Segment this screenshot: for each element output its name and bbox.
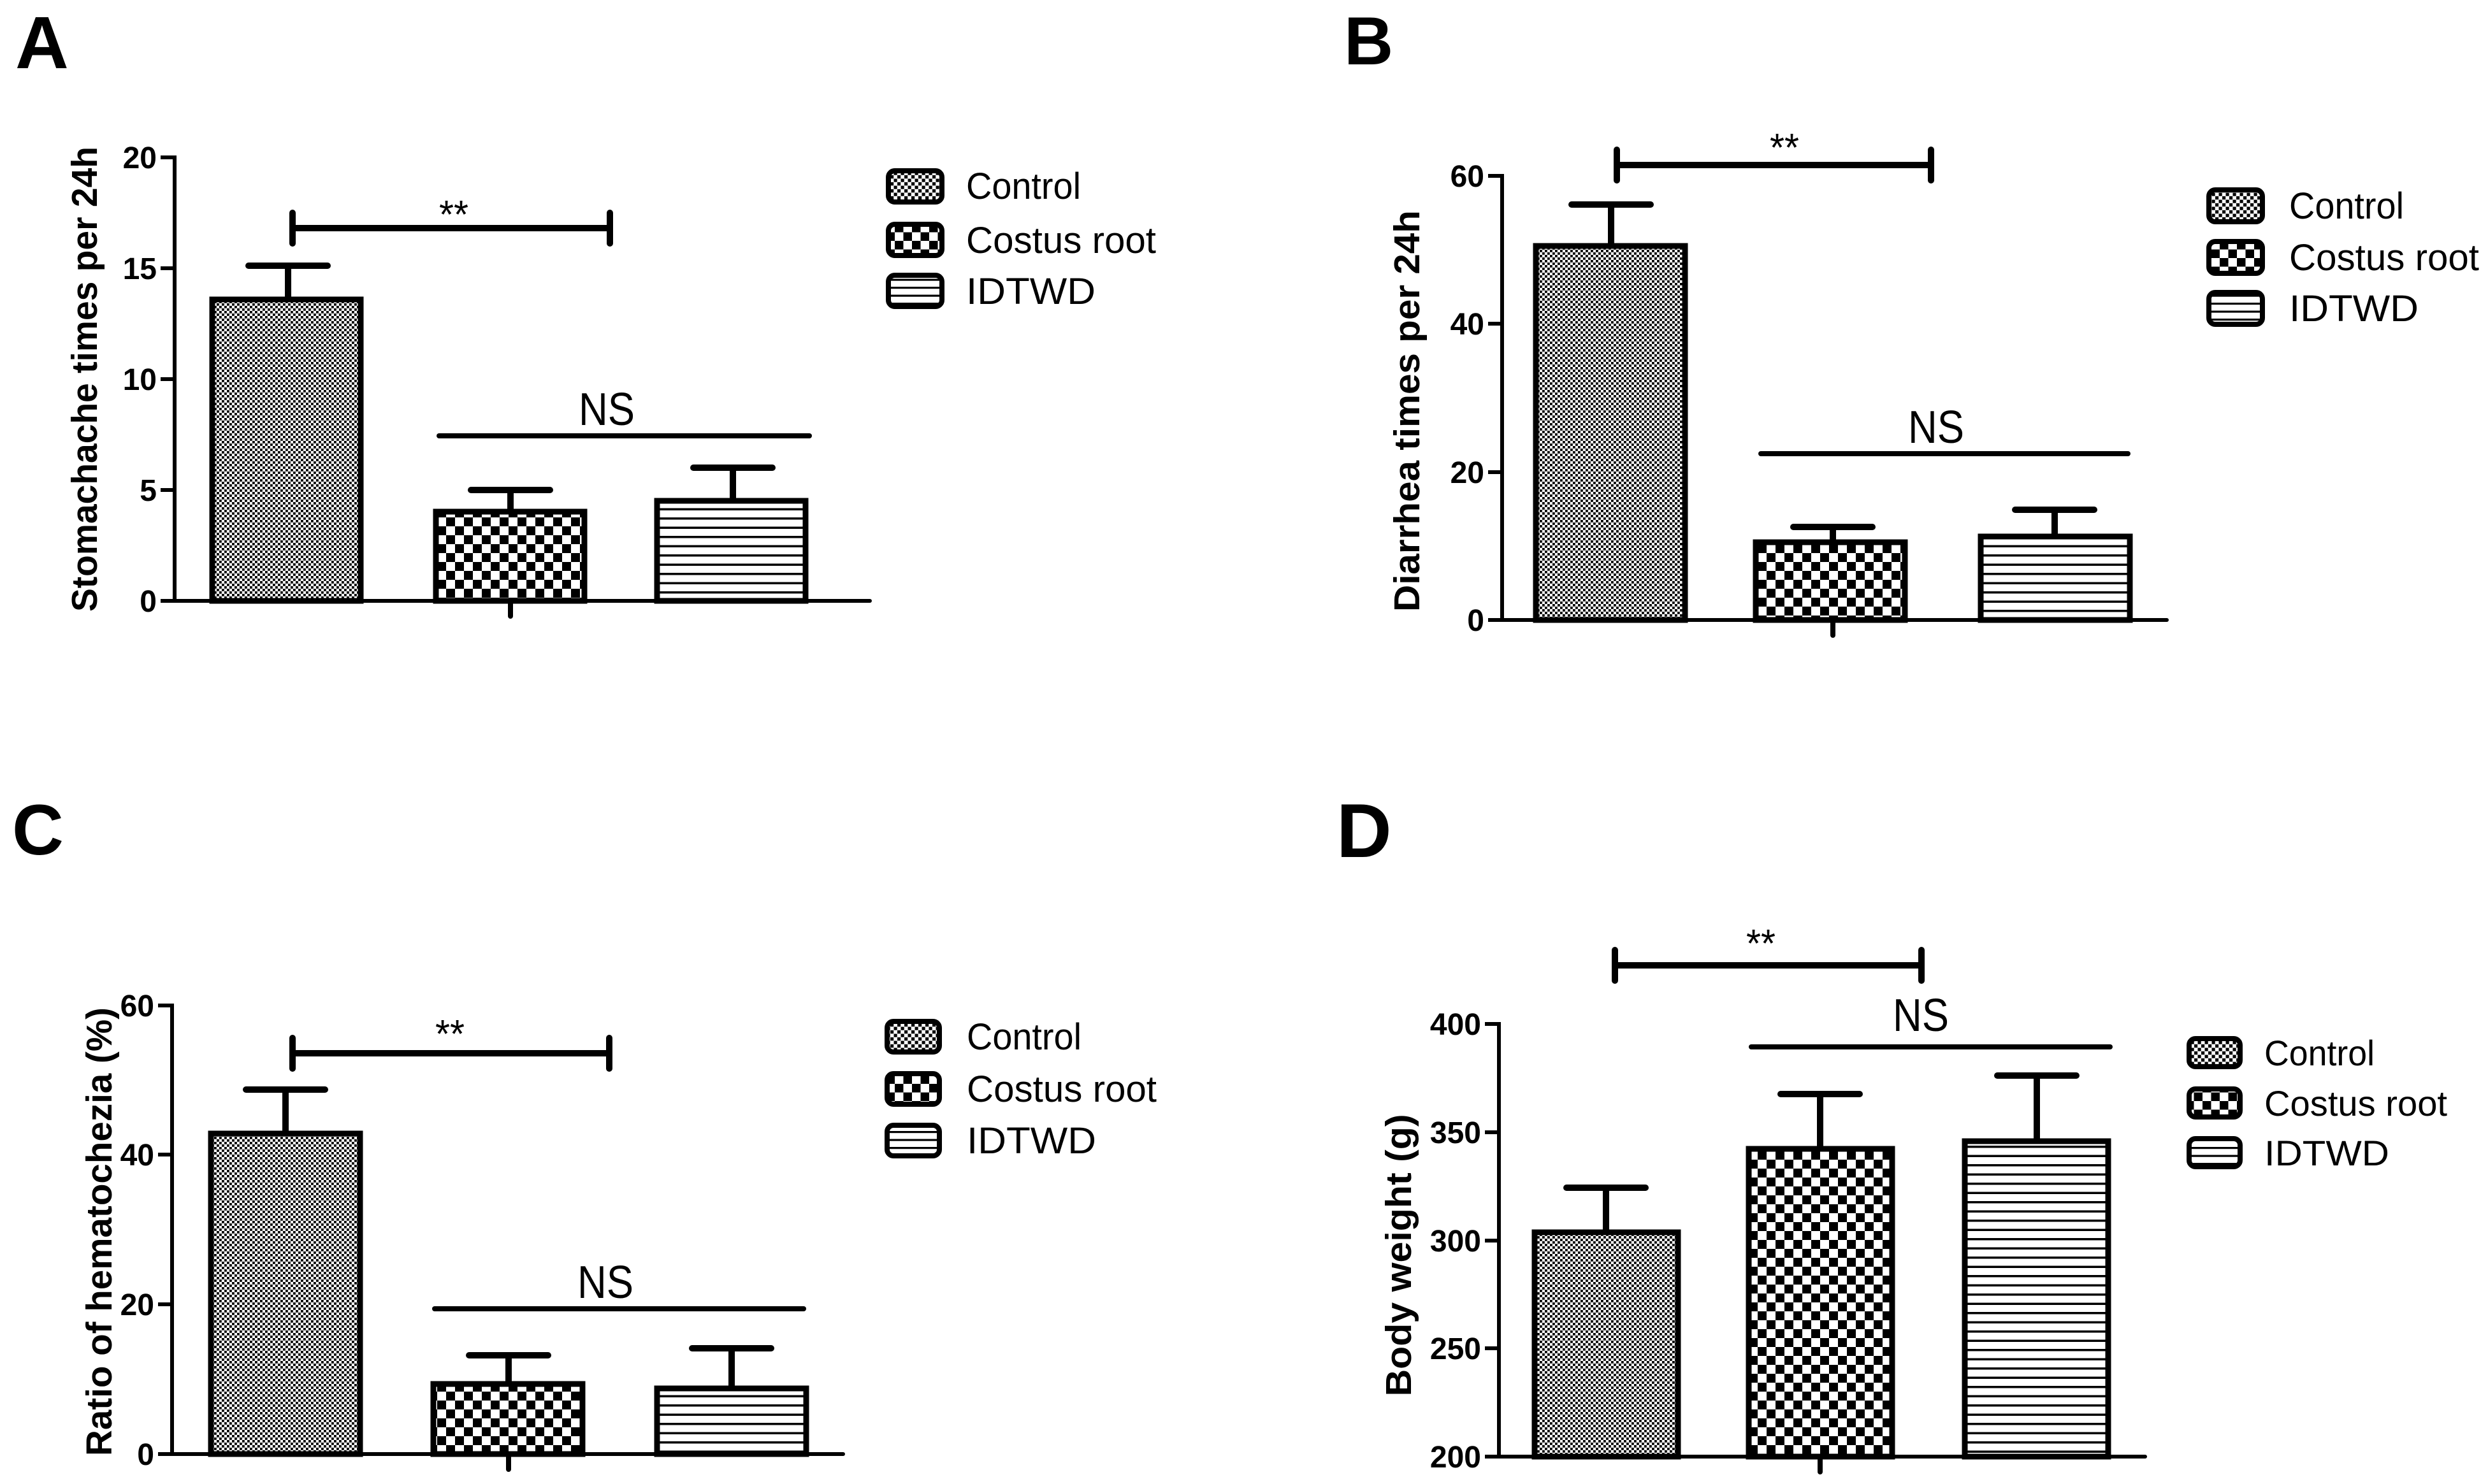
svg-text:0: 0 [140,585,157,619]
svg-text:Costus root: Costus root [966,220,1156,261]
svg-text:**: ** [1770,126,1799,170]
svg-text:**: ** [435,1012,465,1056]
svg-text:10: 10 [123,363,157,397]
svg-text:20: 20 [123,141,157,175]
svg-text:350: 350 [1430,1116,1481,1150]
svg-text:Costus root: Costus root [2264,1083,2447,1123]
svg-text:Control: Control [966,166,1081,207]
svg-text:60: 60 [120,990,154,1023]
svg-text:250: 250 [1430,1332,1481,1366]
svg-text:Costus root: Costus root [967,1069,1157,1110]
svg-text:NS: NS [1908,402,1964,453]
svg-text:400: 400 [1430,1008,1481,1042]
svg-text:5: 5 [140,474,157,508]
svg-text:NS: NS [579,384,635,435]
svg-text:NS: NS [577,1257,633,1308]
svg-text:0: 0 [137,1438,154,1472]
svg-text:Stomachache times per 24h: Stomachache times per 24h [64,147,105,612]
svg-text:20: 20 [120,1288,154,1322]
svg-text:C: C [12,790,64,870]
svg-text:**: ** [1746,922,1776,966]
svg-text:IDTWD: IDTWD [967,1120,1096,1162]
svg-text:A: A [15,1,69,84]
svg-text:**: ** [439,193,468,237]
svg-text:300: 300 [1430,1225,1481,1258]
svg-text:Diarrhea times per 24h: Diarrhea times per 24h [1387,210,1428,612]
svg-text:60: 60 [1450,160,1484,194]
svg-text:40: 40 [120,1139,154,1172]
svg-text:Costus root: Costus root [2289,237,2479,278]
svg-text:NS: NS [1893,990,1949,1041]
svg-text:D: D [1336,788,1392,874]
svg-text:Control: Control [2264,1033,2375,1073]
svg-text:40: 40 [1450,308,1484,342]
svg-text:Control: Control [967,1016,1081,1058]
svg-text:15: 15 [123,252,157,286]
svg-text:200: 200 [1430,1441,1481,1474]
svg-text:Control: Control [2289,185,2404,227]
svg-text:0: 0 [1467,604,1484,638]
svg-text:B: B [1344,3,1393,79]
svg-text:Body weight (g): Body weight (g) [1378,1114,1419,1397]
svg-text:20: 20 [1450,456,1484,490]
svg-text:Ratio of hematochezia (%): Ratio of hematochezia (%) [79,1007,120,1456]
svg-text:IDTWD: IDTWD [2264,1133,2389,1173]
svg-text:IDTWD: IDTWD [966,271,1096,312]
svg-text:IDTWD: IDTWD [2289,288,2419,329]
